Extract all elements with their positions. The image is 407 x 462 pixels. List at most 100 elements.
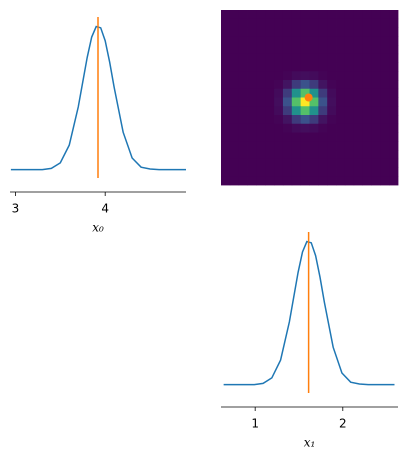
heatmap-cell: [362, 80, 372, 90]
heatmap-cell: [309, 71, 319, 81]
heatmap-cell: [380, 45, 390, 55]
heatmap-cell: [229, 62, 240, 72]
heatmap-cell: [265, 36, 275, 46]
heatmap-cell: [291, 88, 302, 98]
heatmap-cell: [389, 97, 399, 107]
heatmap-cell: [291, 106, 302, 116]
heatmap-cell: [238, 97, 248, 107]
heatmap-cell: [362, 115, 372, 125]
heatmap-cell: [353, 141, 363, 151]
heatmap-cell: [282, 45, 293, 55]
heatmap-cell: [300, 141, 310, 151]
heatmap-cell: [282, 158, 293, 168]
heatmap-cell: [336, 97, 346, 107]
heatmap-cell: [221, 36, 231, 46]
heatmap-cell: [229, 167, 240, 177]
heatmap-cell: [353, 132, 363, 142]
heatmap-cell: [362, 158, 372, 168]
heatmap-cell: [327, 53, 337, 63]
heatmap-cell: [371, 18, 381, 28]
heatmap-cell: [282, 123, 293, 133]
heatmap-cell: [380, 123, 390, 133]
heatmap-cell: [336, 158, 346, 168]
heatmap-cell: [247, 88, 257, 98]
heatmap-cell: [318, 36, 328, 46]
heatmap-cell: [256, 53, 266, 63]
heatmap-cell: [282, 27, 293, 37]
heatmap-cell: [344, 132, 355, 142]
heatmap-cell: [300, 106, 310, 116]
heatmap-cell: [309, 176, 319, 186]
heatmap-cell: [274, 18, 284, 28]
heatmap-cell: [318, 158, 328, 168]
heatmap-cell: [389, 62, 399, 72]
heatmap-cell: [247, 123, 257, 133]
heatmap-cell: [327, 71, 337, 81]
heatmap-cell: [282, 36, 293, 46]
heatmap-cell: [380, 141, 390, 151]
heatmap-cell: [309, 123, 319, 133]
heatmap-cell: [247, 132, 257, 142]
heatmap-cell: [229, 150, 240, 160]
heatmap-cell: [238, 36, 248, 46]
heatmap-cell: [265, 71, 275, 81]
heatmap-cell: [389, 27, 399, 37]
heatmap-cell: [318, 97, 328, 107]
heatmap-cell: [371, 10, 381, 20]
heatmap-cell: [291, 71, 302, 81]
heatmap-cell: [336, 10, 346, 20]
heatmap-cell: [327, 88, 337, 98]
heatmap-cell: [389, 132, 399, 142]
heatmap-cell: [327, 132, 337, 142]
heatmap-cell: [327, 18, 337, 28]
heatmap-cell: [274, 53, 284, 63]
heatmap-cell: [389, 71, 399, 81]
heatmap-cell: [389, 18, 399, 28]
heatmap-cell: [344, 123, 355, 133]
heatmap-cell: [221, 62, 231, 72]
heatmap-cell: [221, 150, 231, 160]
heatmap-cell: [282, 97, 293, 107]
heatmap-cell: [362, 132, 372, 142]
heatmap-cell: [229, 80, 240, 90]
heatmap-cell: [256, 150, 266, 160]
heatmap-cell: [389, 123, 399, 133]
heatmap-cell: [300, 167, 310, 177]
heatmap-cell: [380, 53, 390, 63]
heatmap-cell: [282, 71, 293, 81]
heatmap-cell: [309, 115, 319, 125]
heatmap-cell: [300, 53, 310, 63]
heatmap-cell: [274, 167, 284, 177]
heatmap-cell: [371, 71, 381, 81]
heatmap-cell: [336, 53, 346, 63]
x-tick-label: 1: [251, 417, 259, 431]
heatmap-cell: [327, 167, 337, 177]
heatmap-cell: [309, 18, 319, 28]
heatmap-cell: [389, 10, 399, 20]
heatmap-cell: [238, 27, 248, 37]
heatmap-cell: [238, 45, 248, 55]
heatmap-cell: [300, 123, 310, 133]
heatmap-cell: [229, 10, 240, 20]
heatmap-cell: [256, 158, 266, 168]
heatmap-cell: [371, 167, 381, 177]
heatmap-cell: [344, 10, 355, 20]
heatmap-cell: [282, 106, 293, 116]
heatmap-cell: [371, 45, 381, 55]
heatmap-cell: [353, 53, 363, 63]
x-axis-label: x₀: [92, 221, 104, 235]
heatmap-cell: [389, 36, 399, 46]
heatmap-cell: [389, 141, 399, 151]
heatmap-cell: [229, 45, 240, 55]
heatmap-cell: [229, 176, 240, 186]
heatmap-cell: [256, 71, 266, 81]
heatmap-cell: [274, 123, 284, 133]
heatmap-cell: [247, 62, 257, 72]
heatmap-cell: [371, 53, 381, 63]
heatmap-cell: [336, 167, 346, 177]
heatmap-cell: [282, 115, 293, 125]
heatmap-cell: [256, 176, 266, 186]
heatmap-cell: [362, 27, 372, 37]
heatmap-cell: [344, 80, 355, 90]
heatmap-cell: [389, 88, 399, 98]
